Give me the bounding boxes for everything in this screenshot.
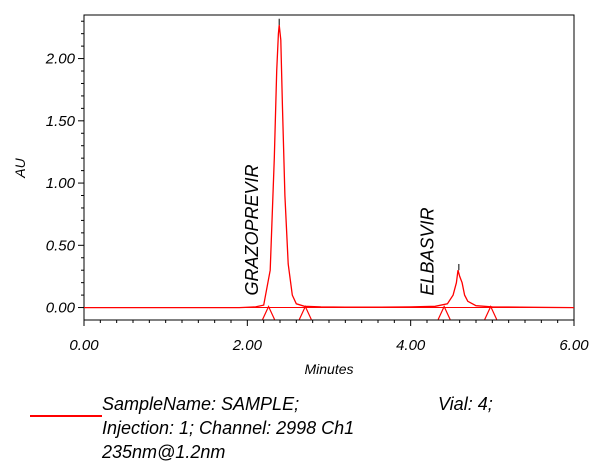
x-tick-label: 6.00 bbox=[559, 337, 589, 354]
y-axis-title: AU bbox=[12, 157, 28, 178]
x-tick-label: 4.00 bbox=[396, 337, 426, 354]
chromatogram-trace bbox=[84, 24, 575, 309]
chromatogram-chart: 0.00 0.50 1.00 1.50 2.00 0.00 2.00 4.00 6.00 GR… bbox=[12, 14, 589, 377]
y-tick-label: 0.00 bbox=[46, 300, 76, 317]
legend: SampleName: SAMPLE; Vial: 4; Injection: … bbox=[30, 390, 570, 462]
y-tick-labels: 0.00 0.50 1.00 1.50 2.00 bbox=[45, 51, 76, 317]
baseline-marker bbox=[298, 305, 312, 320]
peak-label: GRAZOPREVIR bbox=[242, 165, 262, 296]
legend-vial: Vial: 4; bbox=[438, 394, 493, 414]
axis-ticks bbox=[78, 20, 575, 326]
x-tick-label: 2.00 bbox=[232, 337, 263, 354]
peak-label: ELBASVIR bbox=[417, 208, 437, 296]
legend-injection-channel: Injection: 1; Channel: 2998 Ch1 bbox=[102, 418, 355, 438]
legend-sample-name: SampleName: SAMPLE; bbox=[102, 394, 300, 414]
x-tick-label: 0.00 bbox=[69, 337, 99, 354]
peak-labels: GRAZOPREVIR ELBASVIR bbox=[242, 165, 437, 296]
x-axis-title: Minutes bbox=[304, 361, 353, 377]
x-tick-labels: 0.00 2.00 4.00 6.00 bbox=[69, 337, 589, 354]
baseline-marker bbox=[484, 305, 498, 320]
baseline-marker bbox=[437, 305, 451, 320]
baseline-markers bbox=[84, 18, 574, 320]
y-tick-label: 1.50 bbox=[46, 113, 76, 130]
y-tick-label: 0.50 bbox=[46, 237, 76, 254]
y-tick-label: 1.00 bbox=[46, 175, 76, 192]
y-tick-label: 2.00 bbox=[45, 51, 76, 68]
baseline-marker bbox=[262, 305, 276, 320]
plot-frame bbox=[83, 14, 575, 321]
legend-wavelength: 235nm@1.2nm bbox=[102, 442, 226, 462]
legend-line-swatch bbox=[30, 415, 102, 417]
